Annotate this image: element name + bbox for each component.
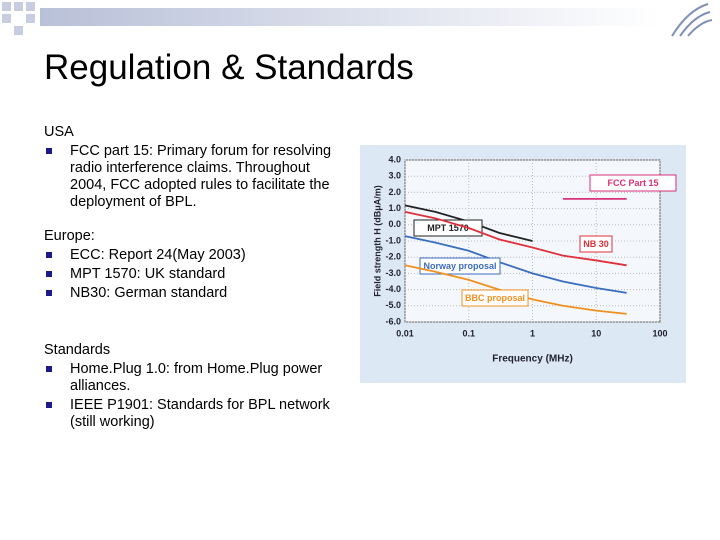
x-tick-label: 0.1 bbox=[462, 328, 475, 338]
bullet-list: ECC: Report 24(May 2003) MPT 1570: UK sta… bbox=[44, 247, 344, 302]
y-tick-label: 3.0 bbox=[388, 171, 401, 181]
legend-label: FCC Part 15 bbox=[607, 178, 658, 188]
y-tick-label: -5.0 bbox=[385, 300, 401, 310]
legend-label: MPT 1570 bbox=[427, 223, 469, 233]
y-tick-label: -2.0 bbox=[385, 252, 401, 262]
series-line bbox=[404, 210, 627, 267]
x-tick-label: 100 bbox=[652, 328, 667, 338]
section: Standards Home.Plug 1.0: from Home.Plug p… bbox=[44, 342, 344, 431]
bullet: ECC: Report 24(May 2003) bbox=[44, 247, 344, 264]
legend-label: BBC proposal bbox=[465, 293, 525, 303]
series-label-box bbox=[579, 235, 613, 253]
y-tick-label: -4.0 bbox=[385, 284, 401, 294]
chart: 4.0 3.0 2.0 1.0 0.0 -1.0 -2.0 -3.0 -4.0 -5.0 -6.0 0… bbox=[360, 145, 686, 383]
bullet: IEEE P1901: Standards for BPL network (s… bbox=[44, 397, 344, 431]
series-label-box bbox=[419, 257, 501, 275]
bullet: FCC part 15: Primary forum for resolving… bbox=[44, 143, 344, 211]
bullet-list: Home.Plug 1.0: from Home.Plug power alli… bbox=[44, 361, 344, 431]
section-heading: Standards bbox=[44, 342, 111, 358]
legend-label: NB 30 bbox=[583, 239, 609, 249]
bullet: Home.Plug 1.0: from Home.Plug power alli… bbox=[44, 361, 344, 395]
y-tick-label: 2.0 bbox=[388, 187, 401, 197]
bullet: MPT 1570: UK standard bbox=[44, 266, 344, 283]
section-heading: Europe: bbox=[44, 228, 95, 244]
series-label-box bbox=[413, 219, 483, 237]
series-label-box bbox=[461, 289, 529, 307]
legend-label: Norway proposal bbox=[423, 261, 496, 271]
series-line bbox=[404, 235, 627, 294]
slide-title: Regulation & Standards bbox=[44, 48, 414, 87]
section: USA FCC part 15: Primary forum for resolv… bbox=[44, 124, 344, 211]
section: Europe: ECC: Report 24(May 2003) MPT 1570:… bbox=[44, 228, 344, 302]
section-heading: USA bbox=[44, 124, 74, 140]
y-tick-label: -6.0 bbox=[385, 316, 401, 326]
bullet-list: FCC part 15: Primary forum for resolving… bbox=[44, 143, 344, 211]
header-decoration bbox=[2, 2, 713, 37]
y-tick-label: -1.0 bbox=[385, 235, 401, 245]
slide-body: USA FCC part 15: Primary forum for resolv… bbox=[44, 124, 344, 448]
y-axis-label: Field strength H (dBμA/m) bbox=[372, 185, 382, 297]
y-tick-label: -3.0 bbox=[385, 268, 401, 278]
x-tick-label: 10 bbox=[591, 328, 601, 338]
x-tick-label: 0.01 bbox=[396, 328, 414, 338]
x-axis-label: Frequency (MHz) bbox=[492, 354, 573, 365]
y-tick-label: 1.0 bbox=[388, 203, 401, 213]
y-tick-label: 4.0 bbox=[388, 154, 401, 164]
y-tick-label: 0.0 bbox=[388, 219, 401, 229]
series-label-box bbox=[589, 174, 677, 192]
x-tick-label: 1 bbox=[530, 328, 535, 338]
bullet: NB30: German standard bbox=[44, 285, 344, 302]
